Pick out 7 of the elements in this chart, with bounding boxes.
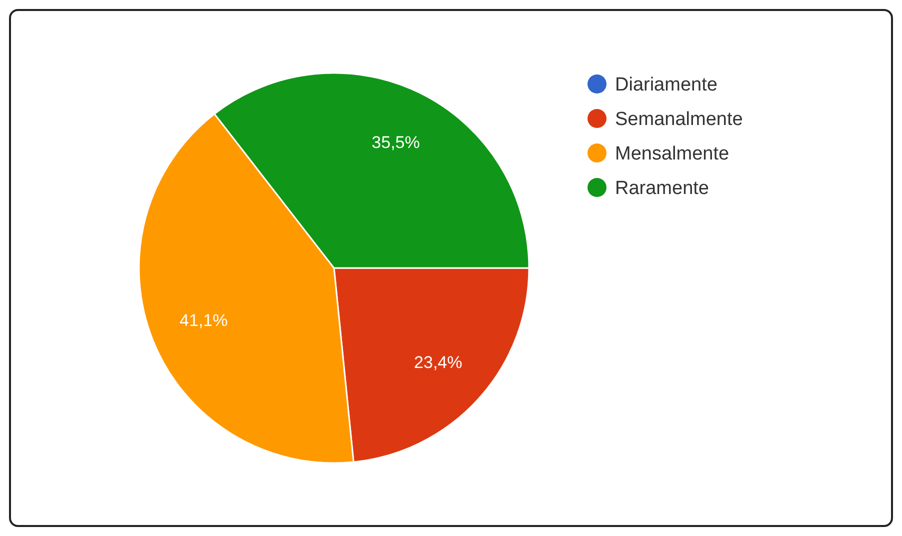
legend-label: Diariamente bbox=[615, 74, 718, 96]
legend-label: Semanalmente bbox=[615, 109, 743, 130]
data-label: 23,4% bbox=[414, 353, 462, 372]
legend-label: Raramente bbox=[615, 178, 709, 200]
data-label: 41,1% bbox=[180, 311, 228, 330]
legend-label: Mensalmente bbox=[615, 144, 730, 165]
data-label: 35,5% bbox=[372, 132, 420, 152]
